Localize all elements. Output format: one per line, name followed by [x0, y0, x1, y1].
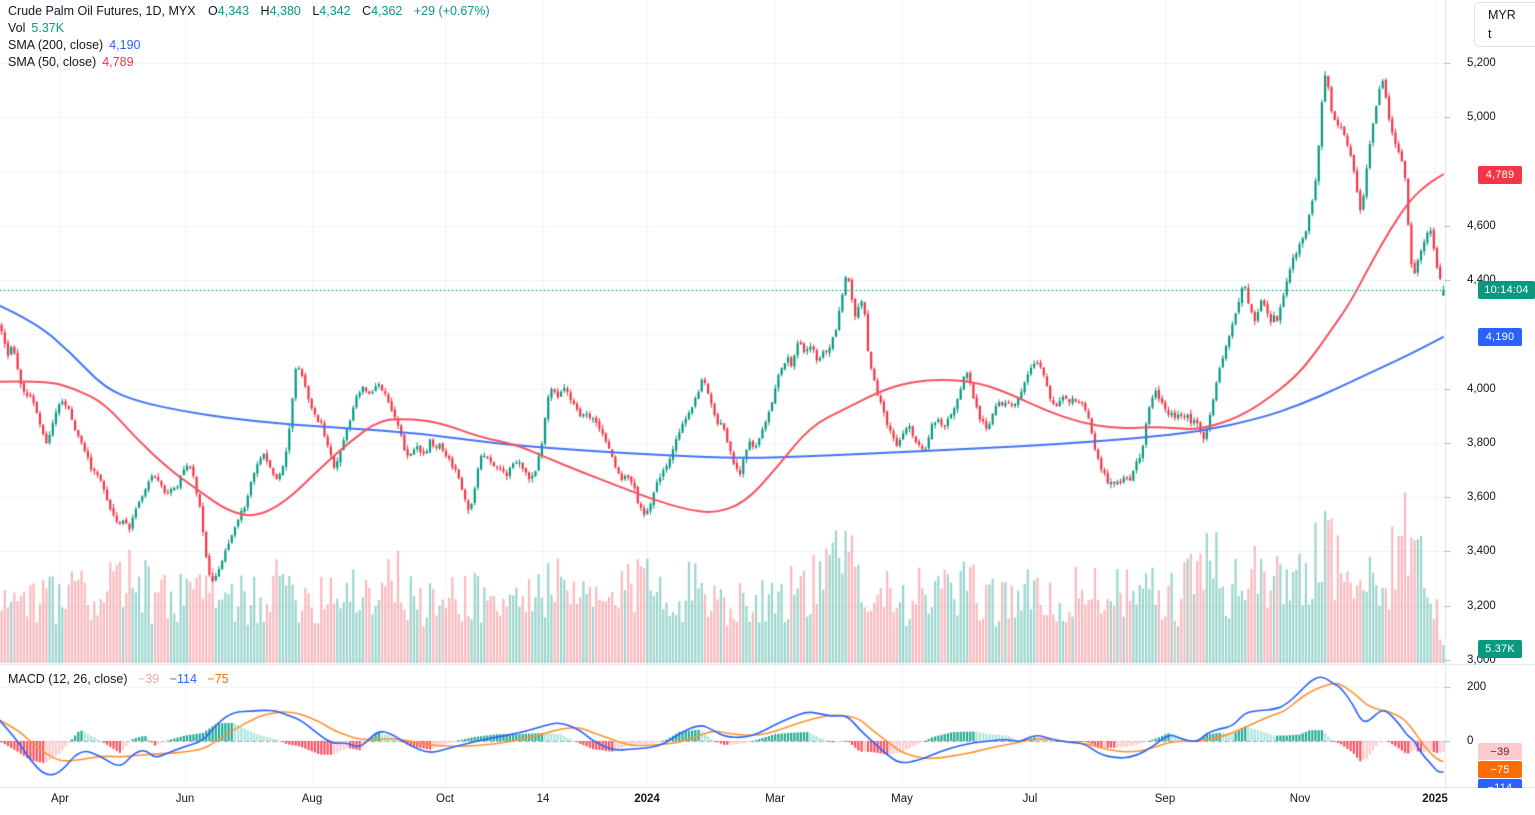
time-label-Nov: Nov [1289, 793, 1311, 805]
low-value: 4,342 [319, 4, 351, 18]
time-label-2024: 2024 [634, 793, 660, 805]
price-tick-3,200: 3,200 [1467, 599, 1496, 612]
time-label-2025: 2025 [1422, 793, 1448, 805]
macd-signal-value: −75 [207, 672, 229, 686]
macd-tick-200: 200 [1467, 680, 1487, 693]
time-label-Sep: Sep [1154, 793, 1176, 805]
price-tick-4,600: 4,600 [1467, 219, 1496, 232]
symbol-title: Crude Palm Oil Futures, 1D, MYX [8, 4, 196, 18]
macd-badge-macd-hist: −39 [1478, 743, 1522, 761]
open-label: O [208, 4, 218, 18]
sma200-value: 4,190 [109, 38, 141, 52]
macd-tick-0: 0 [1467, 735, 1474, 747]
close-label: C [362, 4, 372, 18]
price-badge-volume-value: 5.37K [1478, 640, 1522, 658]
low-label: L [312, 4, 320, 18]
chart-legend: Crude Palm Oil Futures, 1D, MYX O4,343 H… [8, 3, 490, 71]
price-tick-3,800: 3,800 [1467, 436, 1496, 449]
time-label-Apr: Apr [51, 793, 69, 805]
open-value: 4,343 [217, 4, 250, 18]
price-axis-currency-toggle[interactable]: MYR [1488, 8, 1516, 22]
high-label: H [260, 4, 270, 18]
macd-line-value: −114 [169, 672, 197, 686]
sma200-legend-row[interactable]: SMA (200, close) 4,190 [8, 37, 490, 54]
price-tick-3,400: 3,400 [1467, 545, 1496, 558]
price-badge-sma50-price: 4,789 [1478, 165, 1522, 184]
change-value: +29 (+0.67%) [413, 4, 490, 18]
close-value: 4,362 [371, 4, 403, 18]
volume-legend-row[interactable]: Vol 5.37K [8, 20, 490, 37]
time-label-Aug: Aug [301, 793, 323, 805]
time-label-Jul: Jul [1022, 793, 1038, 805]
price-axis-unit-toggle[interactable]: t [1488, 27, 1492, 41]
price-scale-unit-box: MYR t [1474, 2, 1535, 47]
price-badge-sma200-price: 4,190 [1478, 328, 1522, 346]
symbol-legend-row[interactable]: Crude Palm Oil Futures, 1D, MYX O4,343 H… [8, 3, 490, 20]
sma50-legend-row[interactable]: SMA (50, close) 4,789 [8, 54, 490, 71]
price-tick-5,000: 5,000 [1467, 111, 1496, 124]
price-tick-5,200: 5,200 [1467, 57, 1496, 69]
time-label-14: 14 [536, 793, 550, 805]
macd-badge-macd-signal: −75 [1478, 761, 1522, 779]
time-label-May: May [891, 793, 913, 805]
time-axis-scale[interactable]: Apr Jun Aug Oct 14 2024 Mar May Jul Sep Nov 2025 [0, 788, 1535, 815]
sma50-value: 4,789 [102, 55, 134, 69]
sma200-label: SMA (200, close) [8, 38, 104, 52]
sma50-label: SMA (50, close) [8, 55, 97, 69]
price-axis-scale[interactable]: 5,200 5,000 4,600 4,400 4,000 3,800 3,600 3,400… [1446, 0, 1535, 797]
high-value: 4,380 [269, 4, 301, 18]
macd-label: MACD (12, 26, close) [8, 672, 128, 686]
macd-legend-row[interactable]: MACD (12, 26, close) −39 −114 −75 [8, 671, 236, 688]
price-tick-3,600: 3,600 [1467, 491, 1496, 504]
price-tick-4,000: 4,000 [1467, 382, 1496, 395]
volume-label: Vol [8, 21, 26, 35]
time-label-Oct: Oct [436, 793, 454, 805]
price-badge-bar-countdown: 10:14:04 [1478, 281, 1535, 300]
volume-value: 5.37K [31, 21, 65, 35]
time-label-Mar: Mar [765, 793, 785, 805]
time-label-Jun: Jun [175, 793, 195, 805]
macd-hist-value: −39 [137, 672, 160, 686]
